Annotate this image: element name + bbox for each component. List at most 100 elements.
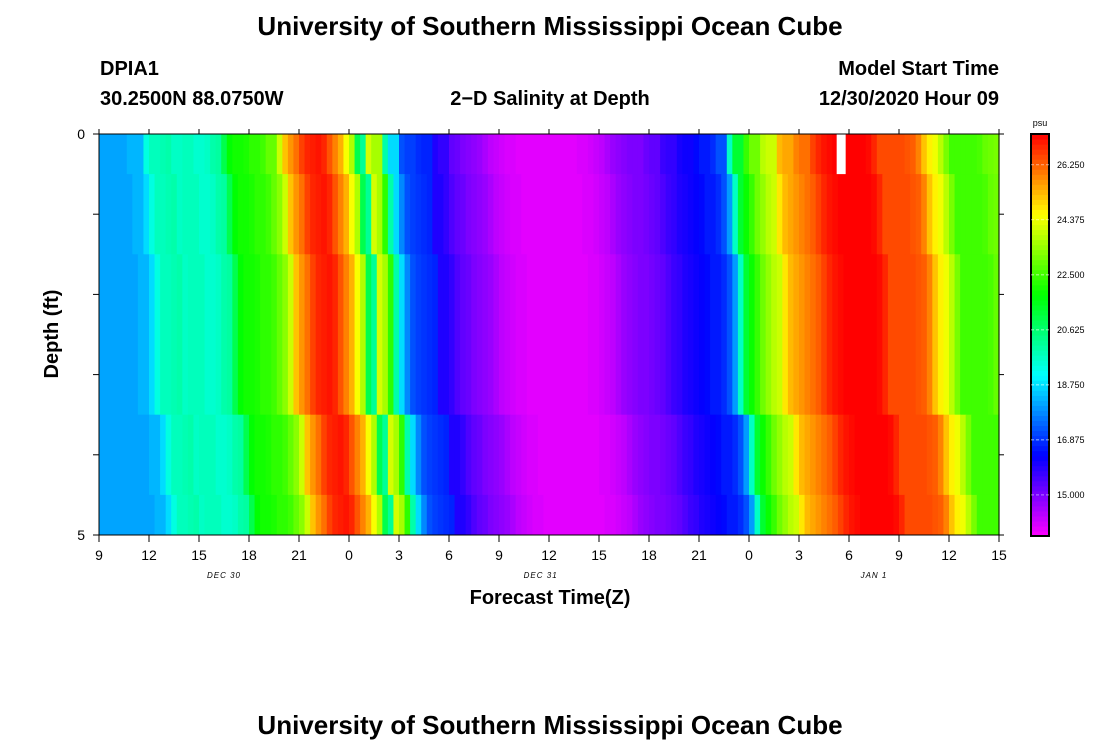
heatmap-cell	[343, 174, 350, 255]
heatmap-cell	[410, 334, 417, 416]
heatmap-cell	[832, 134, 839, 175]
heatmap-cell	[571, 174, 578, 255]
heatmap-cell	[804, 254, 811, 335]
heatmap-cell	[810, 174, 817, 255]
heatmap-cell	[754, 494, 761, 536]
heatmap-cell	[899, 254, 906, 335]
heatmap-cell	[937, 134, 945, 175]
heatmap-cell	[643, 134, 650, 175]
heatmap-cell	[393, 494, 400, 536]
heatmap-cell	[843, 254, 850, 335]
heatmap-cell	[215, 334, 222, 416]
footer-title: University of Southern Mississippi Ocean…	[257, 710, 842, 740]
colorbar-segment	[1031, 329, 1049, 336]
heatmap-cell	[960, 134, 967, 175]
colorbar-segment	[1031, 360, 1049, 366]
heatmap-cell	[621, 494, 628, 536]
heatmap-cell	[560, 334, 567, 416]
heatmap-cell	[510, 494, 517, 536]
missing-data-mark	[836, 134, 846, 175]
heatmap-cell	[521, 134, 528, 175]
heatmap-cell	[771, 494, 778, 536]
heatmap-cell	[804, 334, 811, 416]
heatmap-cell	[571, 494, 578, 536]
heatmap-cell	[282, 494, 289, 536]
heatmap-cell	[171, 414, 178, 496]
heatmap-cell	[199, 494, 206, 536]
colorbar-segment	[1031, 204, 1049, 210]
heatmap-cell	[771, 334, 778, 416]
heatmap-cell	[171, 254, 178, 335]
heatmap-cell	[254, 254, 261, 335]
heatmap-cell	[260, 414, 267, 496]
heatmap-cell	[532, 414, 539, 496]
heatmap-cell	[443, 134, 450, 175]
heatmap-cell	[682, 334, 689, 416]
colorbar-segment	[1031, 199, 1049, 205]
heatmap-cell	[926, 414, 933, 496]
heatmap-cell	[732, 134, 739, 175]
heatmap-cell	[432, 134, 439, 175]
heatmap-cell	[471, 134, 478, 175]
heatmap-cell	[593, 414, 600, 496]
heatmap-cell	[437, 414, 445, 496]
heatmap-cell	[949, 174, 956, 255]
heatmap-cell	[121, 254, 128, 335]
heatmap-cell	[854, 414, 861, 496]
heatmap-cell	[837, 414, 845, 496]
heatmap-cell	[926, 134, 933, 175]
heatmap-cell	[265, 254, 272, 335]
chart-subtitle: 2−D Salinity at Depth	[450, 88, 650, 110]
heatmap-cell	[860, 134, 867, 175]
heatmap-cell	[554, 254, 561, 335]
heatmap-cell	[510, 414, 517, 496]
heatmap-cell	[304, 494, 311, 536]
heatmap-cell	[382, 494, 389, 536]
heatmap-cell	[554, 174, 561, 255]
heatmap-cell	[687, 334, 695, 416]
heatmap-cell	[254, 494, 261, 536]
heatmap-cell	[204, 494, 211, 536]
heatmap-cell	[432, 414, 439, 496]
heatmap-cell	[104, 134, 111, 175]
heatmap-cell	[893, 494, 900, 536]
heatmap-cell	[904, 174, 911, 255]
heatmap-cell	[282, 334, 289, 416]
heatmap-cell	[899, 334, 906, 416]
heatmap-cell	[637, 494, 645, 536]
heatmap-cell	[921, 494, 928, 536]
x-tick-label: 9	[495, 547, 503, 563]
heatmap-cell	[393, 334, 400, 416]
heatmap-cell	[510, 174, 517, 255]
heatmap-cell	[193, 494, 200, 536]
heatmap-cell	[599, 494, 606, 536]
heatmap-cell	[910, 134, 917, 175]
heatmap-cell	[787, 174, 795, 255]
colorbar-segment	[1031, 244, 1049, 251]
colorbar-segment	[1031, 234, 1049, 241]
x-tick-label: 12	[941, 547, 957, 563]
heatmap-cell	[915, 494, 922, 536]
heatmap-cell	[815, 414, 822, 496]
colorbar-segment	[1031, 470, 1049, 477]
heatmap-cell	[143, 174, 150, 255]
heatmap-cell	[487, 494, 495, 536]
heatmap-cell	[699, 134, 706, 175]
heatmap-cell	[193, 254, 200, 335]
heatmap-cell	[265, 494, 272, 536]
colorbar-segment	[1031, 450, 1049, 457]
heatmap-cell	[954, 174, 961, 255]
heatmap-cell	[826, 414, 833, 496]
heatmap-cell	[815, 334, 822, 416]
heatmap-cell	[615, 174, 622, 255]
heatmap-cell	[193, 414, 200, 496]
heatmap-cell	[704, 414, 711, 496]
heatmap-cell	[954, 494, 961, 536]
heatmap-cell	[482, 254, 489, 335]
heatmap-cell	[693, 494, 700, 536]
heatmap-cell	[476, 254, 483, 335]
heatmap-cell	[576, 334, 583, 416]
heatmap-cell	[654, 494, 661, 536]
heatmap-cell	[265, 334, 272, 416]
heatmap-cell	[665, 494, 672, 536]
